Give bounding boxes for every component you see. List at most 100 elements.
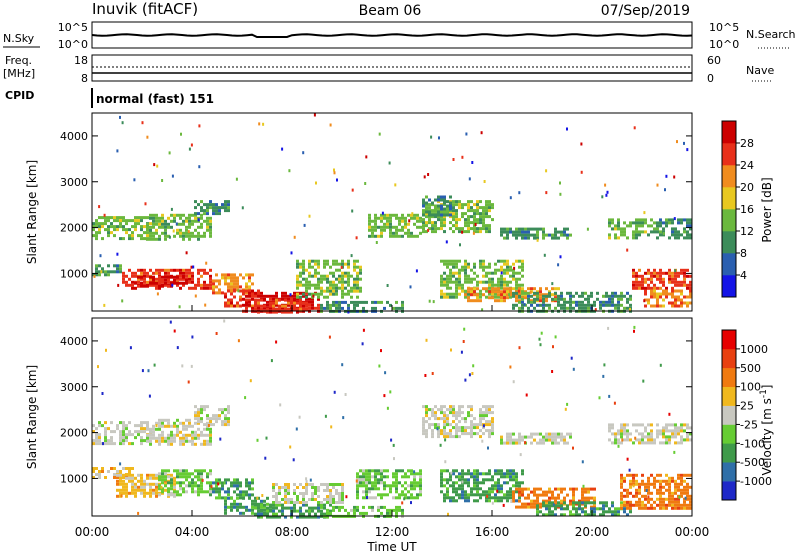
power-cell [272,307,275,311]
power-cell [317,271,320,275]
power-cell [227,282,230,286]
velocity-cell [128,433,131,437]
power-cell [467,287,470,291]
velocity-cell [497,481,500,485]
power-cell [269,306,272,310]
velocity-cell [341,495,344,498]
velocity-cell [461,496,464,500]
power-cell [185,216,188,220]
power-cell [614,227,617,231]
velocity-cell [584,499,587,503]
cpid-panel: CPID normal (fast) 151 [5,88,214,108]
power-cell [320,280,323,284]
power-cell [455,295,458,299]
power-cell [599,306,602,310]
velocity-cell [179,484,182,488]
power-cell [461,215,464,219]
power-cell [683,274,686,278]
power-cell [146,231,149,235]
velocity-cell [296,515,299,519]
velocity-cell [179,472,182,476]
velocity-cell [320,503,323,507]
velocity-cell [416,484,419,488]
velocity-cell [203,469,206,473]
power-cell [617,236,620,240]
velocity-cell [662,432,665,436]
velocity-cell [614,441,617,445]
velocity-cell [332,483,335,486]
power-cell [650,218,653,222]
power-cell [122,274,125,278]
velocity-cell [677,500,680,504]
power-cell [236,279,239,283]
power-cell [206,203,209,207]
power-cell [580,170,583,174]
velocity-cell [569,499,572,503]
velocity-cell [401,475,404,479]
velocity-cell [302,515,305,519]
velocity-cell [440,478,443,482]
power-cell [674,227,677,231]
power-cell [482,227,485,231]
velocity-cell [518,484,521,488]
velocity-cell [428,423,431,427]
power-cell [464,277,467,281]
velocity-cell [153,363,156,367]
power-cell [569,233,572,237]
power-cell [209,216,212,220]
power-cell [449,280,452,284]
velocity-cell [244,396,247,400]
velocity-cell [620,506,623,510]
power-cell [107,228,110,232]
power-cell [359,271,362,275]
power-cell [686,304,689,308]
velocity-cell [446,496,449,500]
velocity-cell [419,484,422,488]
power-cell [689,283,692,287]
velocity-cell [173,482,176,486]
velocity-cell [488,423,491,427]
velocity-cell [497,469,500,473]
velocity-cell [176,427,179,431]
power-cell [278,304,281,308]
power-cell [176,228,179,232]
velocity-cell [170,487,173,491]
velocity-cell [380,511,383,515]
velocity-cell [494,472,497,476]
velocity-cell [188,418,191,422]
power-cell [398,219,401,223]
power-cell [374,300,377,304]
power-cell [479,259,482,263]
power-cell [257,303,260,307]
power-cell [659,295,662,299]
power-cell [353,300,356,304]
power-cell [355,236,358,240]
velocity-cell [644,441,647,445]
velocity-cell [425,420,428,424]
power-cell [198,124,201,128]
power-cell [438,136,440,140]
velocity-cell [680,423,683,427]
velocity-cell [431,435,434,439]
power-cell [476,203,479,207]
velocity-cell [557,493,560,497]
velocity-cell [365,511,368,515]
power-cell [536,233,539,237]
velocity-cell [485,429,488,433]
power-cell [513,266,516,270]
power-cell [629,221,632,225]
power-cell [143,274,146,278]
power-cell [335,286,338,290]
velocity-cell [104,439,107,443]
velocity-cell [179,487,182,491]
velocity-colorbar-swatch [722,443,736,463]
power-cell [476,280,479,284]
power-cell [95,222,98,226]
velocity-cell [674,426,677,430]
xtick-label: 20:00 [575,525,610,539]
velocity-cell [200,433,203,437]
velocity-cell [104,427,107,431]
velocity-cell [671,432,674,436]
velocity-cell [332,495,335,498]
power-cell [449,268,452,272]
